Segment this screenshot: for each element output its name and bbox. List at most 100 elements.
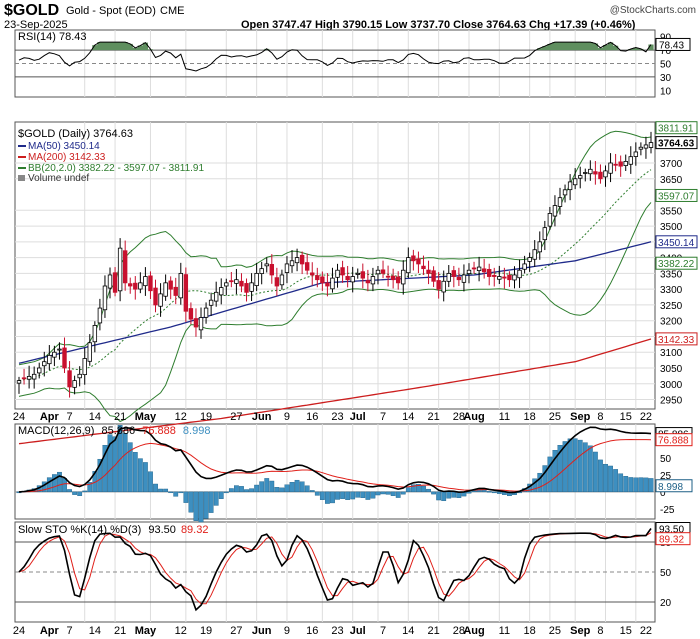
macd-hist-bar [380, 491, 386, 495]
candle-body [62, 347, 67, 369]
candle-body [401, 269, 406, 285]
macd-hist-bar [193, 491, 199, 521]
legend-ma200: MA(200) 3142.33 [28, 152, 106, 163]
candle-body [203, 307, 209, 318]
macd-hist-bar [547, 456, 553, 493]
macd-tick-label: 25 [660, 471, 672, 482]
macd-hist-bar [360, 491, 366, 498]
macd-hist-bar [577, 439, 583, 493]
candle-body [365, 280, 371, 284]
candle-body [502, 276, 507, 279]
candle-body [254, 272, 259, 287]
candle-body [390, 275, 396, 281]
macd-hist-bar [77, 491, 83, 496]
x-label-bottom: May [135, 625, 157, 637]
macd-hist-bar [117, 425, 123, 493]
macd-tick-label: 50 [660, 454, 672, 465]
candle-body [547, 213, 553, 227]
x-label-top: Jul [350, 411, 366, 423]
macd-hist-bar [218, 491, 224, 499]
candle-body [178, 272, 183, 299]
candle-body [21, 377, 27, 380]
x-label-bottom: 25 [549, 625, 561, 637]
macd-hist-bar [572, 438, 578, 493]
macd-hist-bar [153, 483, 158, 493]
rsi-tick-label: 50 [660, 60, 672, 71]
macd-tick-label: 0 [660, 488, 666, 499]
macd-badge-signal: 76.888 [658, 436, 689, 447]
candle-body [350, 276, 355, 283]
candle-body [163, 282, 168, 297]
candle-body [148, 275, 153, 292]
bb-lower-line [18, 202, 652, 423]
chart-date: 23-Sep-2025 [4, 19, 68, 31]
candle-body [633, 151, 639, 157]
candle-body [537, 241, 542, 253]
macd-hist-bar [309, 490, 315, 493]
macd-line [18, 426, 652, 494]
price-tick-label: 3650 [660, 175, 683, 186]
candle-body [138, 282, 143, 290]
badge-bb-mid-box [655, 188, 698, 202]
legend-ma50: MA(50) 3450.14 [28, 141, 100, 152]
macd-hist-bar [234, 485, 239, 493]
candle-body [552, 205, 558, 217]
candle-body [315, 275, 320, 281]
candle-body [213, 291, 219, 302]
candle-body [269, 264, 274, 276]
candle-body [330, 277, 335, 290]
bb-mid-line [18, 169, 652, 382]
x-label-top: 24 [13, 411, 25, 423]
macd-hist-bar [633, 477, 639, 493]
macd-hist-bar [603, 463, 608, 493]
macd-hist-bar [46, 477, 52, 493]
legend-main: $GOLD (Daily) 3764.63 [18, 128, 133, 140]
candle-body [143, 276, 148, 287]
candle-body [471, 267, 477, 270]
sto-badge-d-box [655, 532, 691, 546]
x-label-bottom: 21 [114, 625, 126, 637]
macd-hist-bar [365, 491, 371, 500]
x-label-bottom: 9 [284, 625, 290, 637]
rsi-layer [15, 41, 655, 78]
candle-body [153, 287, 158, 306]
macd-hist-bar [127, 442, 133, 493]
macd-hist-bar [228, 488, 234, 493]
candle-body [128, 283, 133, 287]
x-label-bottom: Apr [40, 625, 60, 637]
symbol-title: $GOLD [4, 2, 59, 19]
svg-text:MACD(12,26,9) 85.886: MACD(12,26,9) 85.886 76.888 8.998 [18, 425, 210, 437]
candle-body [259, 268, 264, 275]
x-label-top: 25 [549, 411, 561, 423]
sto-panel [14, 521, 656, 623]
watermark: @StockCharts.com [610, 5, 696, 16]
candle-body [107, 274, 113, 289]
sto-legend-d: 89.32 [181, 524, 209, 536]
macd-hist-bar [486, 491, 492, 493]
macd-hist-bar [132, 452, 138, 493]
rsi-panel [14, 29, 656, 98]
price-tick-label: 3100 [660, 348, 683, 359]
candle-body [57, 348, 62, 351]
sto-tick-label: 50 [660, 568, 672, 579]
badge-close-box [655, 136, 698, 150]
macd-legend-signal: 76.888 [142, 425, 176, 437]
candle-body [229, 280, 234, 283]
ma200-line [18, 338, 652, 445]
x-label-top: 22 [640, 411, 652, 423]
price-tick-label: 3200 [660, 317, 683, 328]
candle-body [466, 269, 472, 274]
candle-body [133, 282, 138, 290]
x-label-bottom: 15 [620, 625, 632, 637]
macd-hist-bar [259, 481, 265, 493]
candle-body [638, 146, 644, 150]
macd-hist-bar [355, 491, 361, 498]
candle-body [512, 274, 517, 281]
instrument-name: Gold - Spot (EOD) [66, 5, 156, 17]
rsi-tick-label: 10 [660, 86, 672, 97]
macd-hist-bar [244, 489, 249, 493]
macd-hist-bar [239, 486, 244, 493]
candle-body [173, 286, 178, 296]
sto-badge-d: 89.32 [659, 535, 684, 546]
